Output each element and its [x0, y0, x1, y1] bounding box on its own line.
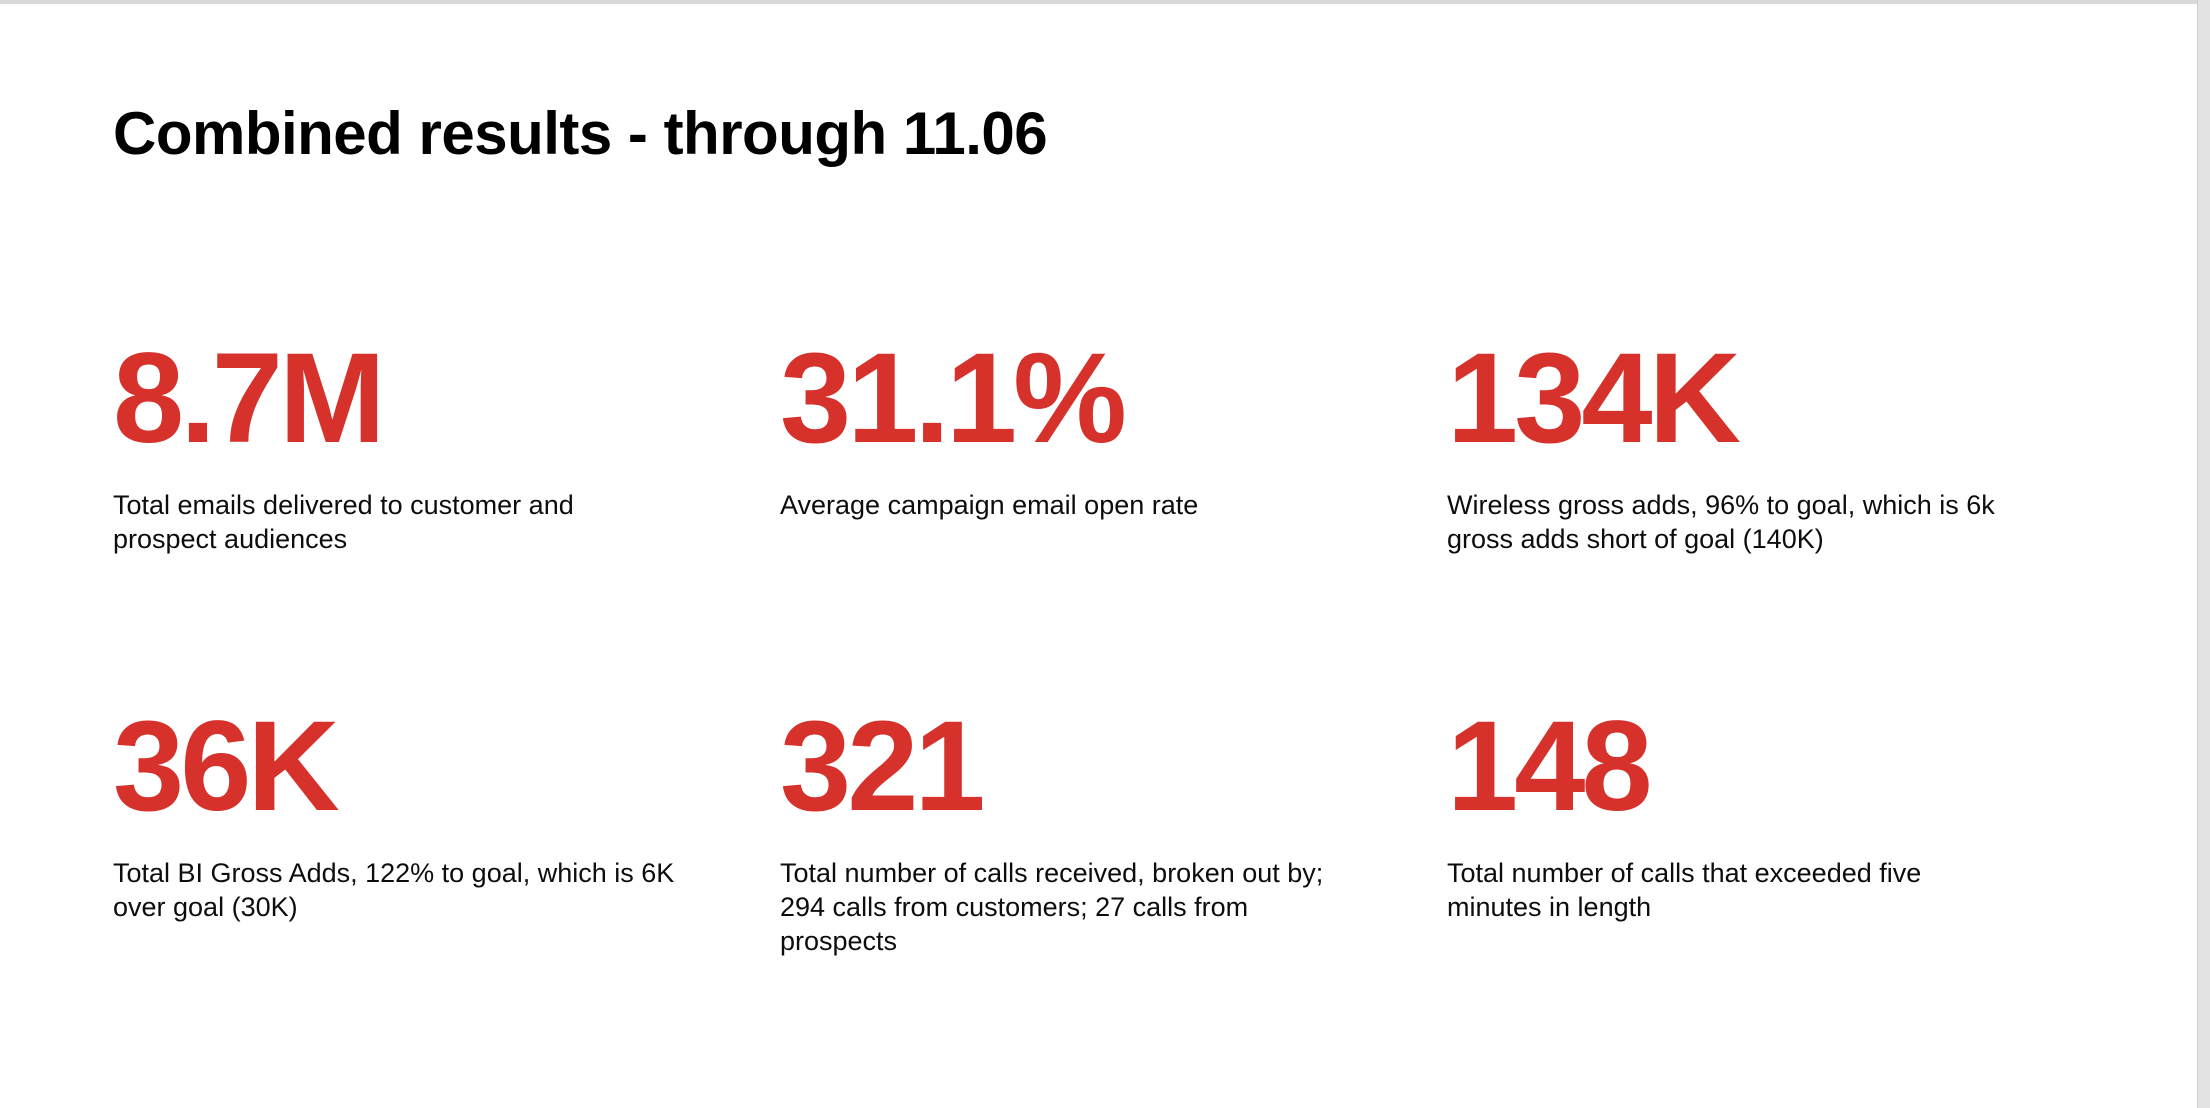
stat-value: 31.1%	[780, 327, 1127, 470]
window-top-edge	[0, 0, 2210, 4]
stat-card-bi-gross-adds: 36K Total BI Gross Adds, 122% to goal, w…	[113, 703, 780, 1071]
page-title: Combined results - through 11.06	[113, 100, 1048, 167]
stats-grid: 8.7M Total emails delivered to customer …	[113, 335, 2114, 1071]
stat-caption: Wireless gross adds, 96% to goal, which …	[1447, 490, 1995, 554]
stat-caption: Total number of calls that exceeded five…	[1447, 858, 1922, 922]
stat-value: 8.7M	[113, 327, 386, 470]
stat-card-calls-received: 321 Total number of calls received, brok…	[780, 703, 1447, 1071]
stat-value: 148	[1447, 695, 1653, 838]
stat-card-open-rate: 31.1% Average campaign email open rate	[780, 335, 1447, 703]
stat-card-emails-delivered: 8.7M Total emails delivered to customer …	[113, 335, 780, 703]
window-right-edge	[2197, 0, 2210, 1108]
stat-value: 36K	[113, 695, 340, 838]
stat-value: 134K	[1447, 327, 1741, 470]
stat-caption: Total BI Gross Adds, 122% to goal, which…	[113, 858, 675, 922]
stat-value: 321	[780, 695, 986, 838]
stat-caption: Total number of calls received, broken o…	[780, 858, 1324, 956]
stat-card-wireless-gross-adds: 134K Wireless gross adds, 96% to goal, w…	[1447, 335, 2114, 703]
stat-caption: Average campaign email open rate	[780, 490, 1199, 520]
stat-card-long-calls: 148 Total number of calls that exceeded …	[1447, 703, 2114, 1071]
stat-caption: Total emails delivered to customer and p…	[113, 490, 574, 554]
